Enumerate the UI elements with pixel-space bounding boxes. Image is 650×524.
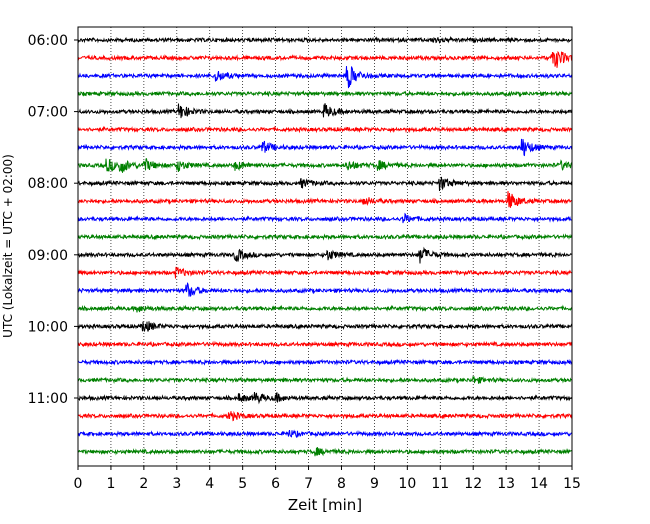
y-tick-label: 06:00 xyxy=(28,33,68,49)
x-tick-label: 12 xyxy=(464,476,482,492)
y-axis-label: UTC (Lokalzeit = UTC + 02:00) xyxy=(1,154,15,338)
x-tick-label: 5 xyxy=(238,476,247,492)
x-tick-label: 14 xyxy=(530,476,548,492)
seismic-trace xyxy=(77,89,573,98)
x-tick-label: 0 xyxy=(74,476,83,492)
seismic-trace xyxy=(77,212,573,224)
seismic-trace xyxy=(77,429,573,439)
seismic-trace xyxy=(77,50,573,68)
seismic-trace xyxy=(77,281,573,297)
x-tick-label: 4 xyxy=(205,476,214,492)
y-tick-label: 08:00 xyxy=(28,176,68,192)
seismic-trace xyxy=(77,340,573,349)
y-tick-label: 07:00 xyxy=(28,105,68,121)
y-tick-label: 09:00 xyxy=(28,248,68,264)
seismic-trace xyxy=(77,391,573,405)
seismic-trace xyxy=(77,358,573,367)
seismic-trace xyxy=(77,266,573,279)
seismic-trace xyxy=(77,304,573,313)
x-axis-label: Zeit [min] xyxy=(288,496,362,514)
seismic-trace xyxy=(77,246,573,264)
y-axis: 06:00 07:00 08:00 09:00 10:00 11:00 xyxy=(28,33,78,407)
seismic-trace xyxy=(77,157,573,173)
x-tick-label: 6 xyxy=(271,476,280,492)
grid-layer xyxy=(110,27,540,466)
seismic-trace xyxy=(77,375,573,384)
y-tick-label: 10:00 xyxy=(28,319,68,335)
seismic-trace xyxy=(77,321,573,332)
x-tick-label: 1 xyxy=(106,476,115,492)
seismic-trace xyxy=(77,35,573,44)
plot-frame xyxy=(77,26,573,467)
y-tick-label: 11:00 xyxy=(28,391,68,407)
seismic-trace xyxy=(77,125,573,134)
seismic-trace xyxy=(77,410,573,422)
seismic-trace xyxy=(77,103,573,119)
seismic-trace xyxy=(77,233,573,241)
x-tick-label: 13 xyxy=(497,476,515,492)
x-tick-label: 11 xyxy=(431,476,449,492)
x-axis: 0 1 2 3 4 5 6 7 8 9 10 11 12 13 14 15 xyxy=(74,466,581,492)
x-tick-label: 9 xyxy=(370,476,379,492)
seismic-trace xyxy=(77,176,573,192)
x-tick-label: 2 xyxy=(139,476,148,492)
seismic-trace xyxy=(77,138,573,157)
trace-layer xyxy=(77,35,573,457)
x-tick-label: 3 xyxy=(172,476,181,492)
x-tick-label: 8 xyxy=(337,476,346,492)
seismic-trace xyxy=(77,66,573,89)
x-tick-label: 10 xyxy=(398,476,416,492)
seismic-trace xyxy=(77,191,573,208)
x-tick-label: 15 xyxy=(563,476,581,492)
x-tick-label: 7 xyxy=(304,476,313,492)
seismic-trace xyxy=(77,447,573,457)
